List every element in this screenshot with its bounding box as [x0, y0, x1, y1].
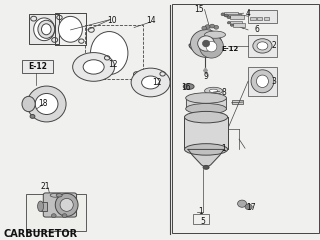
Circle shape	[202, 26, 207, 30]
Bar	[224, 12, 237, 16]
Bar	[186, 98, 227, 109]
Polygon shape	[204, 68, 207, 73]
Ellipse shape	[56, 194, 62, 197]
Ellipse shape	[256, 75, 268, 88]
Text: 5: 5	[201, 217, 205, 226]
Text: 2: 2	[271, 42, 276, 50]
Ellipse shape	[198, 36, 214, 51]
Bar	[26, 194, 86, 231]
Bar	[248, 67, 276, 96]
Ellipse shape	[35, 93, 58, 114]
Text: 6: 6	[255, 25, 260, 34]
Circle shape	[227, 16, 231, 19]
Text: 8: 8	[222, 88, 227, 96]
Text: CARBURETOR: CARBURETOR	[4, 229, 78, 239]
Bar	[185, 117, 228, 150]
Text: 3: 3	[271, 77, 276, 86]
Circle shape	[225, 14, 228, 17]
Ellipse shape	[60, 198, 73, 211]
Circle shape	[245, 204, 252, 210]
Ellipse shape	[186, 103, 227, 114]
Circle shape	[62, 214, 67, 217]
Text: 4: 4	[246, 9, 251, 18]
Circle shape	[221, 13, 225, 16]
Text: E-12: E-12	[28, 62, 47, 71]
Text: 18: 18	[38, 100, 47, 108]
Ellipse shape	[257, 42, 268, 50]
Text: 1: 1	[198, 207, 203, 216]
Bar	[41, 202, 47, 211]
Ellipse shape	[183, 84, 194, 90]
Ellipse shape	[91, 31, 128, 75]
Polygon shape	[188, 150, 224, 167]
Bar	[232, 100, 243, 104]
Bar	[230, 15, 244, 19]
Bar	[172, 4, 318, 233]
Ellipse shape	[253, 39, 272, 53]
Ellipse shape	[22, 96, 35, 112]
Ellipse shape	[37, 201, 44, 212]
Ellipse shape	[203, 165, 209, 169]
Circle shape	[237, 200, 246, 207]
Ellipse shape	[185, 144, 228, 155]
Text: 12: 12	[152, 78, 161, 87]
Ellipse shape	[59, 16, 82, 42]
Ellipse shape	[185, 111, 228, 123]
Circle shape	[210, 24, 215, 28]
Text: 16: 16	[181, 83, 191, 92]
Text: 14: 14	[146, 16, 156, 25]
Ellipse shape	[203, 40, 210, 47]
Ellipse shape	[204, 31, 226, 38]
Ellipse shape	[206, 41, 217, 52]
Ellipse shape	[27, 86, 66, 122]
Text: 12: 12	[108, 60, 118, 69]
Bar	[264, 18, 269, 20]
Bar	[248, 10, 276, 23]
Text: 1: 1	[222, 144, 227, 153]
Ellipse shape	[34, 18, 55, 41]
Bar	[257, 18, 262, 20]
Ellipse shape	[83, 60, 104, 74]
Text: 21: 21	[40, 182, 50, 191]
Bar	[22, 60, 53, 73]
Ellipse shape	[186, 93, 227, 103]
Circle shape	[30, 114, 35, 118]
Text: 10: 10	[107, 16, 116, 25]
Ellipse shape	[251, 70, 274, 93]
Ellipse shape	[142, 76, 160, 89]
Bar	[228, 14, 241, 18]
Bar	[29, 14, 59, 44]
Ellipse shape	[204, 87, 223, 94]
Text: 9: 9	[204, 72, 209, 81]
Text: E-12: E-12	[221, 46, 239, 52]
Ellipse shape	[190, 30, 222, 57]
Ellipse shape	[55, 193, 78, 216]
Ellipse shape	[50, 193, 61, 197]
Ellipse shape	[131, 68, 170, 97]
Bar	[251, 18, 256, 20]
Bar	[193, 215, 209, 223]
Circle shape	[230, 24, 233, 26]
Ellipse shape	[42, 24, 51, 35]
Bar	[85, 25, 143, 79]
Circle shape	[228, 22, 230, 24]
Circle shape	[214, 25, 219, 29]
Bar	[233, 24, 245, 27]
Text: 15: 15	[194, 5, 204, 14]
FancyBboxPatch shape	[43, 193, 76, 217]
Circle shape	[52, 214, 56, 217]
Text: 17: 17	[246, 204, 256, 212]
Text: CMS
www.cms.com: CMS www.cms.com	[186, 114, 226, 125]
Circle shape	[205, 25, 210, 29]
Ellipse shape	[199, 35, 223, 58]
Ellipse shape	[209, 89, 218, 92]
Bar	[248, 35, 276, 57]
Ellipse shape	[73, 53, 115, 81]
Bar	[230, 21, 242, 24]
Polygon shape	[189, 33, 222, 54]
Ellipse shape	[38, 20, 55, 38]
